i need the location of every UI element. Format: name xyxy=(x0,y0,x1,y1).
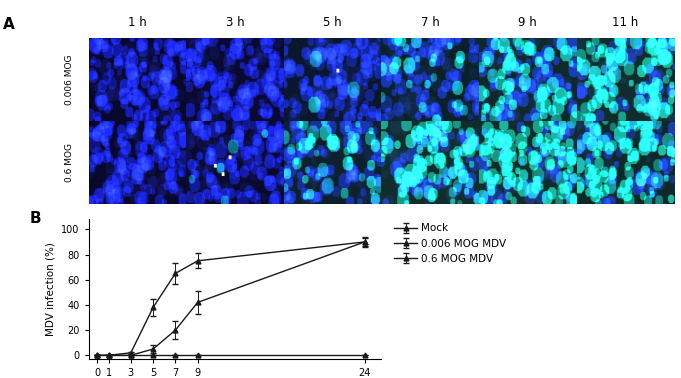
Text: 1 h: 1 h xyxy=(128,16,146,29)
Text: A: A xyxy=(3,17,14,32)
Text: 0.6 MOG: 0.6 MOG xyxy=(65,143,74,182)
Text: B: B xyxy=(30,211,42,226)
Text: 5 h: 5 h xyxy=(323,16,342,29)
Text: 0.006 MOG: 0.006 MOG xyxy=(65,54,74,105)
Text: 11 h: 11 h xyxy=(612,16,639,29)
Text: 3 h: 3 h xyxy=(225,16,244,29)
Text: 9 h: 9 h xyxy=(518,16,537,29)
Text: 7 h: 7 h xyxy=(421,16,439,29)
Legend: Mock, 0.006 MOG MDV, 0.6 MOG MDV: Mock, 0.006 MOG MDV, 0.6 MOG MDV xyxy=(390,219,511,268)
Y-axis label: MDV infection (%): MDV infection (%) xyxy=(46,242,56,336)
